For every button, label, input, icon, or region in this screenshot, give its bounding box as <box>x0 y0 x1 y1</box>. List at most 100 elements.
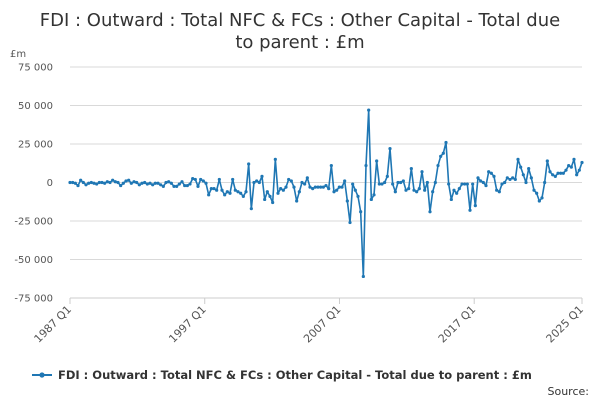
data-point <box>247 162 251 166</box>
data-point <box>393 190 397 194</box>
data-point <box>105 180 109 184</box>
data-point <box>156 181 160 185</box>
data-point <box>551 173 555 177</box>
x-tick-label: 2017 Q1 <box>436 303 479 346</box>
data-point <box>449 197 453 202</box>
data-point <box>516 157 520 161</box>
data-point <box>343 179 347 183</box>
y-tick-label: 50 000 <box>18 101 53 112</box>
data-point <box>425 180 429 185</box>
data-point <box>511 176 515 180</box>
data-point <box>116 180 120 185</box>
data-point <box>84 183 88 187</box>
data-point <box>127 178 131 182</box>
data-point <box>233 188 237 192</box>
data-point <box>481 180 485 185</box>
data-point <box>431 190 435 194</box>
data-point <box>361 274 365 279</box>
data-point <box>268 194 272 198</box>
data-point <box>324 183 328 188</box>
data-point <box>199 177 203 182</box>
data-point <box>220 188 224 192</box>
data-point <box>183 183 187 188</box>
data-point <box>177 182 181 186</box>
data-point <box>575 173 579 177</box>
data-point <box>380 182 384 186</box>
data-point <box>279 187 283 191</box>
data-point <box>292 185 296 189</box>
data-point <box>217 177 221 182</box>
data-point <box>111 178 115 182</box>
data-point <box>297 190 301 194</box>
data-point <box>433 180 437 185</box>
y-tick-label: -25 000 <box>14 217 53 228</box>
data-point <box>359 210 363 214</box>
data-point <box>444 140 448 145</box>
data-point <box>271 200 275 205</box>
data-point <box>441 151 445 155</box>
data-point <box>321 185 325 189</box>
data-point <box>196 184 200 188</box>
data-point <box>375 159 379 163</box>
data-point <box>180 180 184 184</box>
data-point <box>367 108 371 112</box>
data-point <box>388 147 392 151</box>
data-point <box>151 183 155 187</box>
data-point <box>420 170 424 174</box>
data-point <box>404 188 408 192</box>
data-point <box>284 185 288 189</box>
data-point <box>337 185 341 189</box>
data-point <box>340 185 344 189</box>
legend[interactable]: FDI : Outward : Total NFC & FCs : Other … <box>32 368 532 382</box>
data-point <box>452 188 456 192</box>
data-point <box>137 183 141 187</box>
data-point <box>273 157 277 161</box>
data-point <box>508 177 512 182</box>
data-point <box>495 188 499 192</box>
data-point <box>175 184 179 188</box>
data-point <box>252 180 256 185</box>
data-point <box>159 183 163 187</box>
data-point <box>353 188 357 192</box>
data-point <box>76 183 80 188</box>
data-point <box>500 182 504 186</box>
data-point <box>471 182 475 186</box>
data-point <box>465 182 469 186</box>
legend-marker <box>39 372 45 378</box>
data-point <box>521 173 525 177</box>
data-point <box>556 171 560 175</box>
data-point <box>409 167 413 171</box>
data-point <box>140 181 144 185</box>
data-point <box>103 181 107 185</box>
data-point <box>532 188 536 192</box>
data-point <box>236 190 240 194</box>
data-point <box>225 190 229 194</box>
data-point <box>332 190 336 194</box>
data-point <box>316 185 320 189</box>
y-tick-label: -75 000 <box>14 294 53 305</box>
data-point <box>345 199 349 203</box>
y-tick-label: 25 000 <box>18 140 53 151</box>
data-point <box>132 180 136 184</box>
y-axis-ticks: 75 000 50 000 25 000 0 -25 000 -50 000 -75 000 <box>14 63 53 305</box>
data-point <box>257 180 261 185</box>
data-point <box>143 180 147 185</box>
data-point <box>569 165 573 169</box>
data-point <box>89 180 93 185</box>
y-tick-label: 0 <box>47 178 53 189</box>
data-point <box>529 176 533 180</box>
data-point <box>201 179 205 183</box>
x-tick-label: 2007 Q1 <box>301 303 344 346</box>
data-point <box>383 180 387 185</box>
data-point <box>535 191 539 195</box>
data-point <box>401 179 405 183</box>
data-point <box>311 187 315 191</box>
data-point <box>287 177 291 182</box>
data-point <box>100 180 104 185</box>
data-point <box>457 187 461 191</box>
data-point <box>473 204 477 208</box>
data-point <box>249 207 253 211</box>
data-point <box>348 220 352 225</box>
x-axis: 1987 Q1 1997 Q1 2007 Q1 2017 Q1 2025 Q1 <box>32 297 586 346</box>
